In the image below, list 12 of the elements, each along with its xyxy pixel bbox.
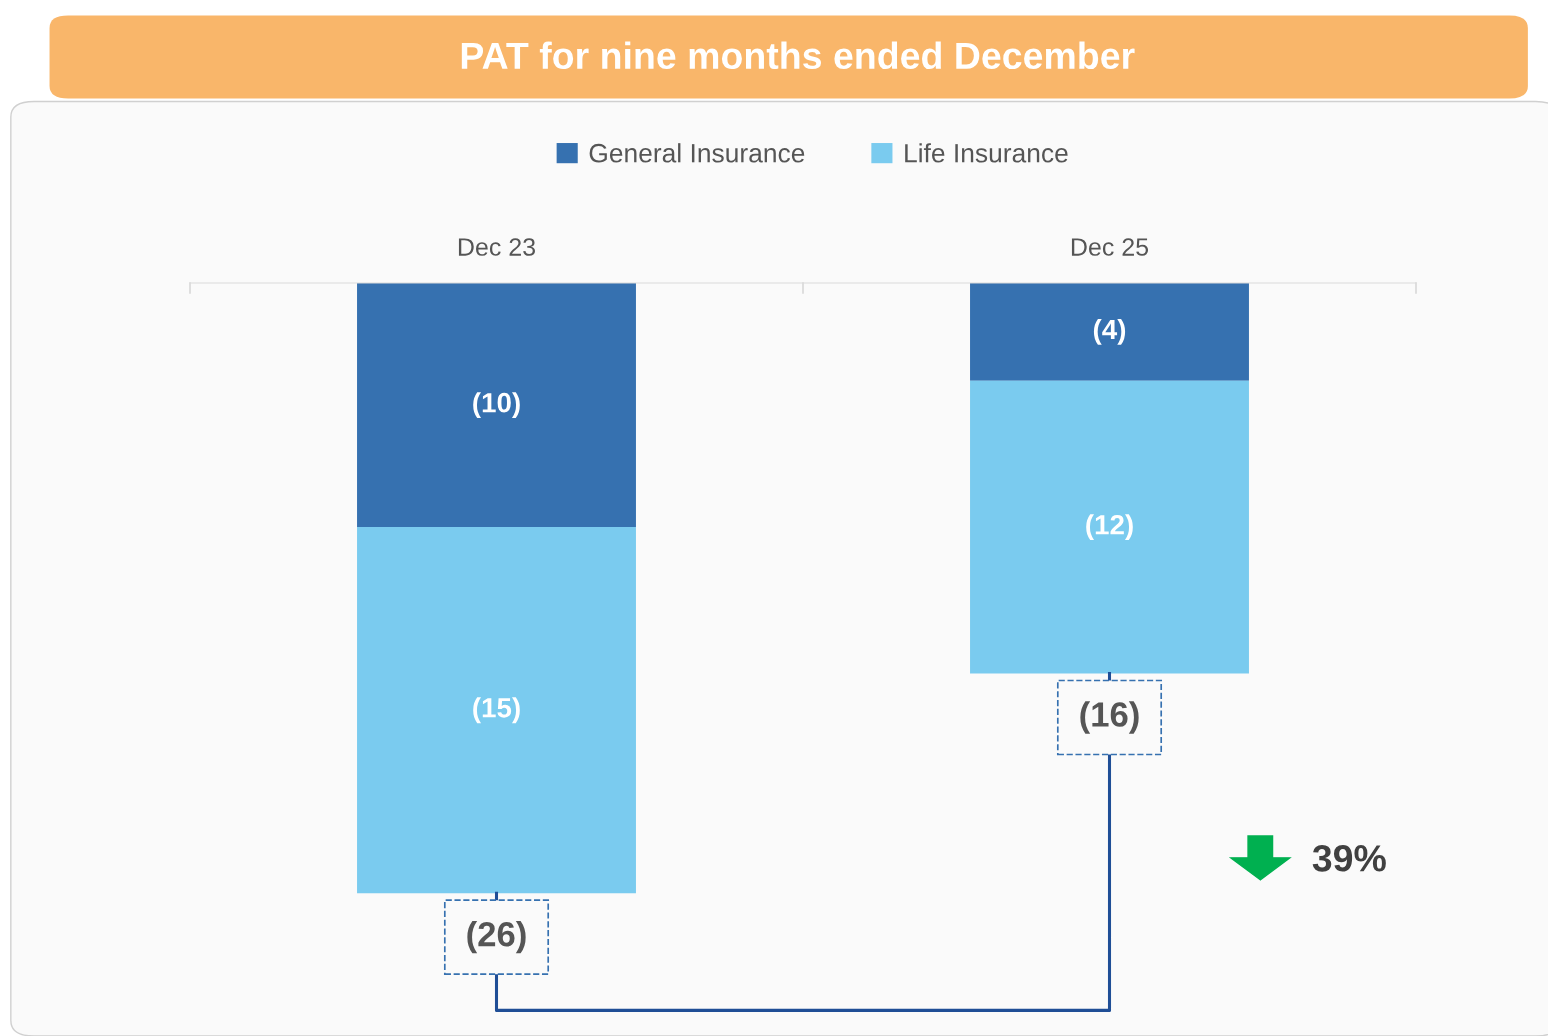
legend-label: General Insurance <box>589 143 805 163</box>
annotation: 39% <box>1312 845 1386 872</box>
data-label: (15) <box>473 697 520 724</box>
chart-title: PAT for nine months ended December <box>461 41 1135 70</box>
data-label: (10) <box>473 392 520 419</box>
data-label: (4) <box>1093 318 1126 345</box>
x-tick-label: Dec 25 <box>1071 238 1149 256</box>
total-label: (16) <box>1080 701 1139 734</box>
data-label: (12) <box>1086 514 1133 541</box>
total-label: (26) <box>467 920 526 954</box>
x-tick-label: Dec 23 <box>458 238 536 256</box>
legend-label: Life Insurance <box>905 143 1068 163</box>
